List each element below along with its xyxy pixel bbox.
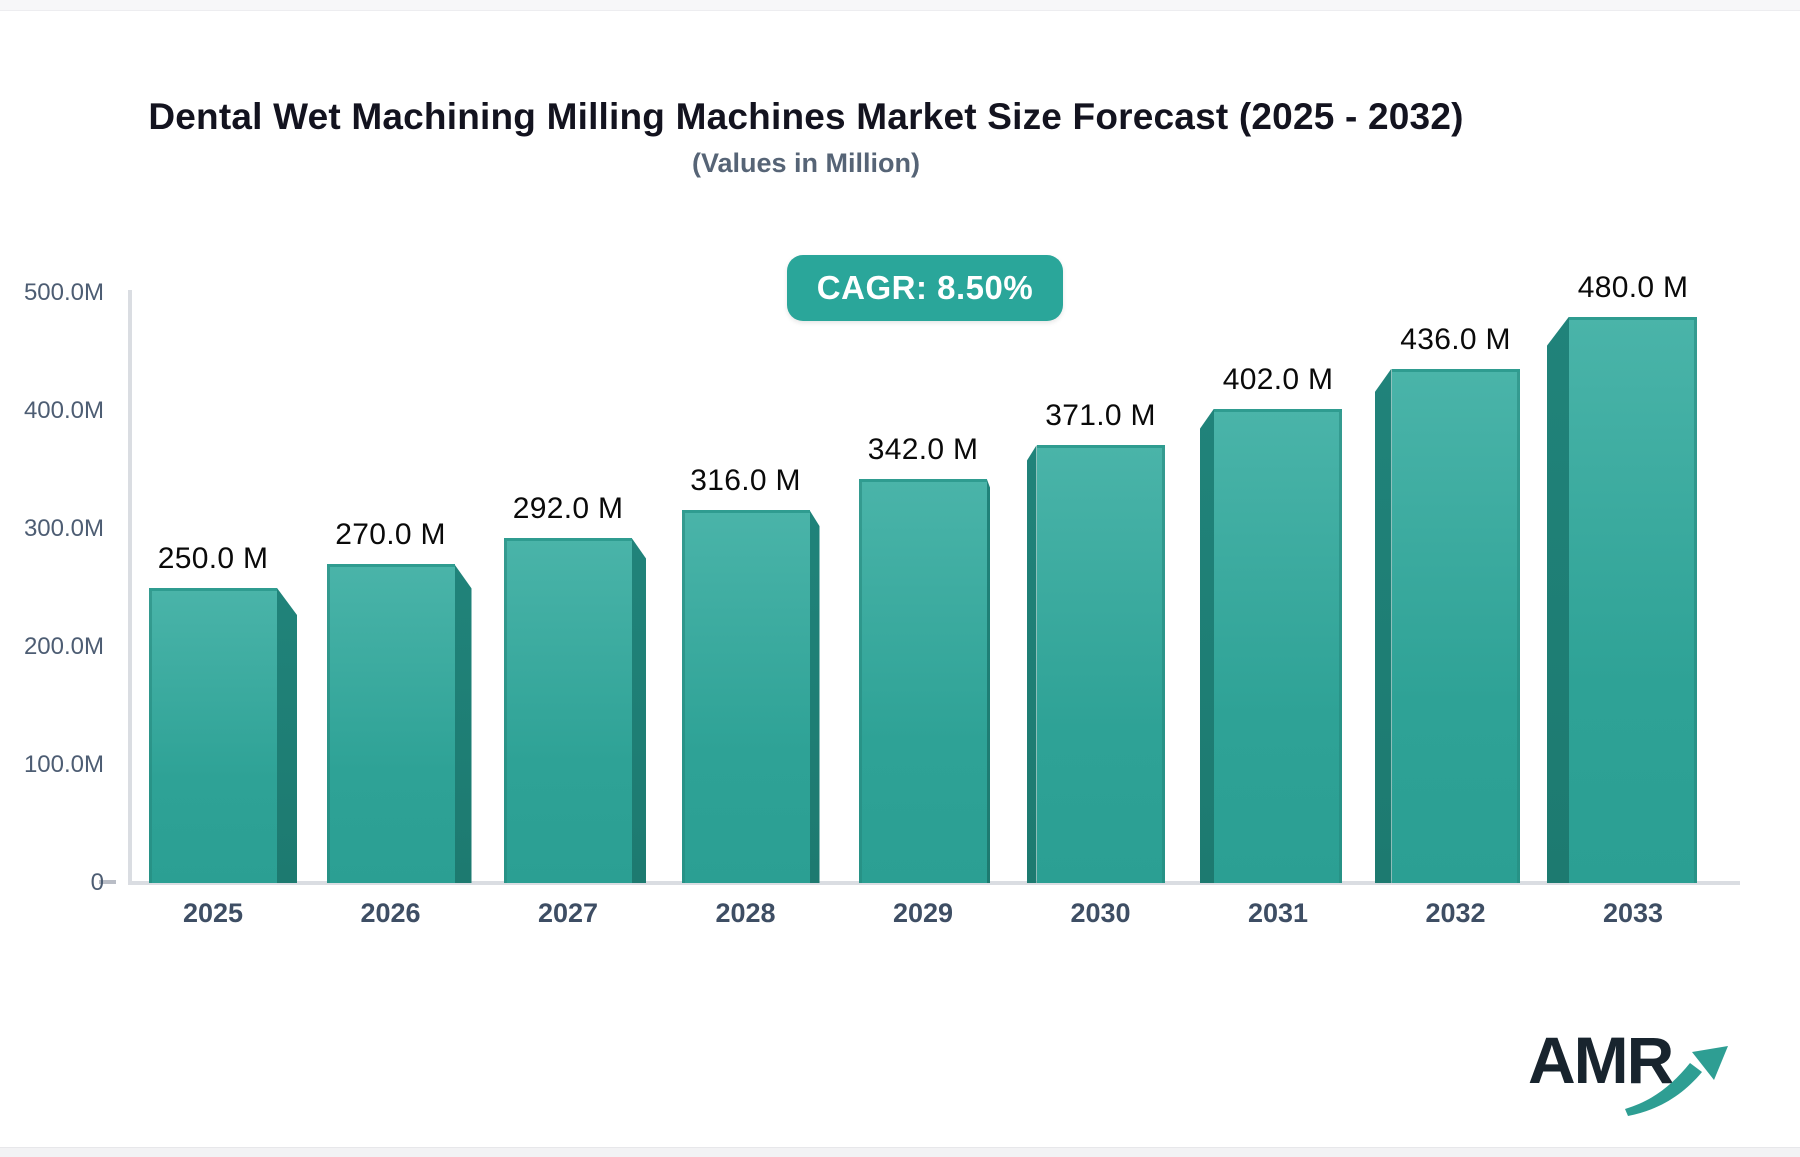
bar-side-face-2028 <box>809 510 820 883</box>
y-tick-label-100.0M: 100.0M <box>23 751 104 778</box>
x-axis-line <box>128 881 1740 885</box>
bar-2032[interactable] <box>1391 368 1520 883</box>
bar-value-label-2029: 342.0 M <box>867 433 979 467</box>
top-border-band <box>0 0 1800 11</box>
x-axis-label-2032: 2032 <box>1425 898 1486 928</box>
x-axis-label-2029: 2029 <box>892 898 954 928</box>
bar-value-label-2031: 402.0 M <box>1222 362 1334 396</box>
zero-tick-mark <box>99 880 116 884</box>
x-axis-label-2033: 2033 <box>1602 898 1664 928</box>
bar-value-label-2033: 480.0 M <box>1577 270 1689 304</box>
x-axis-label-2031: 2031 <box>1247 898 1309 928</box>
bar-side-face-2032 <box>1374 368 1392 883</box>
bar-2029[interactable] <box>859 479 987 883</box>
y-tick-label-400.0M: 400.0M <box>23 397 104 424</box>
bar-value-label-2028: 316.0 M <box>690 464 801 498</box>
bar-side-face-2033 <box>1547 316 1569 883</box>
bar-side-face-2030 <box>1026 445 1037 883</box>
x-axis-label-2030: 2030 <box>1070 898 1131 928</box>
y-tick-label-0: 0 <box>90 869 104 896</box>
x-axis-label-2026: 2026 <box>360 898 421 928</box>
amr-logo-text: AMR <box>1528 1023 1674 1097</box>
cagr-badge: CAGR: 8.50% <box>787 255 1063 321</box>
bar-side-face-2029 <box>987 479 990 883</box>
bar-2028[interactable] <box>681 510 810 883</box>
bar-side-face-2025 <box>277 588 297 883</box>
bar-2027[interactable] <box>504 538 632 883</box>
bottom-border-band <box>0 1147 1800 1157</box>
bar-value-label-2032: 436.0 M <box>1400 322 1511 356</box>
bar-2026[interactable] <box>326 564 455 883</box>
bar-value-label-2027: 292.0 M <box>512 492 624 526</box>
bar-2033[interactable] <box>1569 316 1697 883</box>
trend-up-arrow-icon <box>1625 1046 1728 1116</box>
amr-logo: AMR <box>1528 1022 1728 1122</box>
bar-2031[interactable] <box>1214 408 1342 883</box>
y-tick-label-300.0M: 300.0M <box>23 515 104 542</box>
bar-2025[interactable] <box>149 588 277 883</box>
x-axis-label-2025: 2025 <box>182 898 244 928</box>
bar-side-face-2027 <box>632 538 646 883</box>
bar-value-label-2025: 250.0 M <box>157 542 269 575</box>
bar-side-face-2031 <box>1200 408 1214 883</box>
x-axis-label-2027: 2027 <box>537 898 599 928</box>
chart-title: Dental Wet Machining Milling Machines Ma… <box>148 96 1464 137</box>
bar-side-face-2026 <box>454 564 472 883</box>
y-tick-label-200.0M: 200.0M <box>23 633 104 660</box>
bar-value-label-2026: 270.0 M <box>335 518 446 552</box>
bar-2030[interactable] <box>1036 445 1165 883</box>
x-axis-label-2028: 2028 <box>715 898 776 928</box>
bar-value-label-2030: 371.0 M <box>1045 399 1156 433</box>
y-tick-label-500.0M: 500.0M <box>23 279 104 306</box>
chart-subtitle: (Values in Million) <box>691 148 921 178</box>
y-axis-line <box>128 290 132 885</box>
